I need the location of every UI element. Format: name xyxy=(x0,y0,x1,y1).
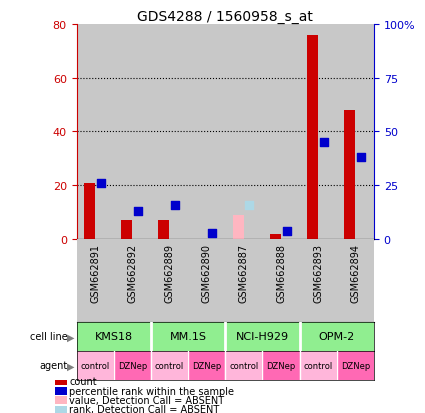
Bar xyxy=(55,396,67,404)
Bar xyxy=(188,351,225,380)
Text: DZNep: DZNep xyxy=(266,361,296,370)
Bar xyxy=(188,240,225,322)
Bar xyxy=(113,25,151,240)
Bar xyxy=(76,351,113,380)
Bar xyxy=(337,240,374,322)
Text: control: control xyxy=(155,361,184,370)
Bar xyxy=(151,322,225,351)
Bar xyxy=(270,234,281,240)
Text: control: control xyxy=(229,361,258,370)
Text: ▶: ▶ xyxy=(67,361,74,370)
Point xyxy=(283,228,290,234)
Bar xyxy=(300,322,374,351)
Text: DZNep: DZNep xyxy=(192,361,221,370)
Bar xyxy=(84,183,95,240)
Bar xyxy=(151,25,188,240)
Bar xyxy=(307,36,318,240)
Bar xyxy=(113,240,151,322)
Bar xyxy=(225,240,262,322)
Bar xyxy=(55,387,67,395)
Bar xyxy=(300,351,337,380)
Text: GSM662892: GSM662892 xyxy=(127,244,137,303)
Text: cell line: cell line xyxy=(30,332,68,342)
Text: DZNep: DZNep xyxy=(341,361,370,370)
Text: KMS18: KMS18 xyxy=(95,332,133,342)
Bar xyxy=(55,377,67,385)
Bar xyxy=(225,322,300,351)
Point xyxy=(357,154,364,161)
Bar xyxy=(188,25,225,240)
Bar xyxy=(300,240,337,322)
Point xyxy=(172,202,178,209)
Text: GSM662887: GSM662887 xyxy=(239,244,249,303)
Text: agent: agent xyxy=(40,361,68,370)
Text: DZNep: DZNep xyxy=(118,361,147,370)
Point xyxy=(320,140,327,146)
Text: control: control xyxy=(303,361,333,370)
Text: ▶: ▶ xyxy=(67,332,74,342)
Text: NCI-H929: NCI-H929 xyxy=(236,332,289,342)
Bar xyxy=(76,25,113,240)
Bar xyxy=(225,25,262,240)
Bar xyxy=(55,406,67,413)
Bar xyxy=(151,351,188,380)
Title: GDS4288 / 1560958_s_at: GDS4288 / 1560958_s_at xyxy=(137,10,313,24)
Text: GSM662889: GSM662889 xyxy=(164,244,175,303)
Text: rank, Detection Call = ABSENT: rank, Detection Call = ABSENT xyxy=(69,404,219,413)
Bar xyxy=(232,216,244,240)
Bar xyxy=(344,111,355,240)
Text: value, Detection Call = ABSENT: value, Detection Call = ABSENT xyxy=(69,395,224,405)
Text: count: count xyxy=(69,376,96,386)
Text: OPM-2: OPM-2 xyxy=(319,332,355,342)
Bar xyxy=(262,240,300,322)
Bar xyxy=(151,240,188,322)
Point xyxy=(209,230,215,236)
Text: control: control xyxy=(80,361,110,370)
Bar xyxy=(262,351,300,380)
Bar xyxy=(225,351,262,380)
Bar xyxy=(337,351,374,380)
Bar xyxy=(121,221,132,240)
Bar xyxy=(76,322,151,351)
Bar xyxy=(113,351,151,380)
Bar xyxy=(158,221,170,240)
Text: MM.1S: MM.1S xyxy=(170,332,207,342)
Text: GSM662890: GSM662890 xyxy=(201,244,212,303)
Bar xyxy=(337,25,374,240)
Point xyxy=(246,202,253,209)
Text: percentile rank within the sample: percentile rank within the sample xyxy=(69,386,234,396)
Point xyxy=(134,208,141,215)
Text: GSM662888: GSM662888 xyxy=(276,244,286,303)
Bar xyxy=(300,25,337,240)
Text: GSM662893: GSM662893 xyxy=(313,244,323,303)
Text: GSM662891: GSM662891 xyxy=(90,244,100,303)
Text: GSM662894: GSM662894 xyxy=(350,244,360,303)
Bar xyxy=(76,240,113,322)
Point xyxy=(97,180,104,187)
Bar xyxy=(262,25,300,240)
